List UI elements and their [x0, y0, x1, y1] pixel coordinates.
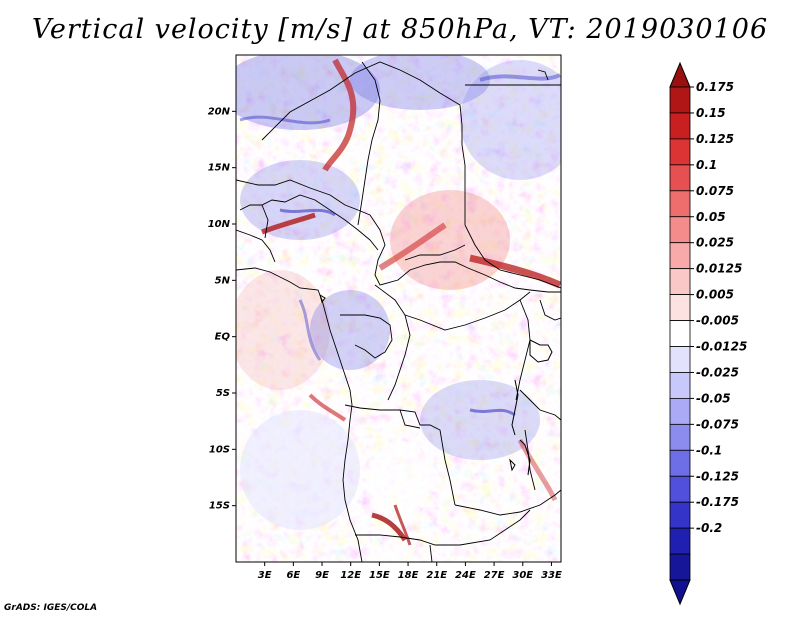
colorbar-swatch — [669, 475, 691, 503]
lon-tick-label: 30E — [512, 570, 533, 581]
lon-tick-label: 6E — [286, 570, 300, 581]
colorbar-level-label: 0.1 — [696, 158, 717, 172]
lon-tick-label: 27E — [484, 570, 505, 581]
colorbar-level-label: -0.2 — [696, 521, 722, 535]
lon-tick-label: 33E — [541, 570, 562, 581]
latitude-axis: 20N 15N 10N 5N EQ 5S 10S 15S — [208, 106, 236, 512]
lat-tick-label: EQ — [215, 332, 231, 343]
longitude-axis: 3E 6E 9E 12E 15E 18E 21E 24E 27E 30E 33E — [258, 562, 562, 581]
colorbar-level-label: 0.075 — [696, 184, 734, 198]
colorbar-top-arrow — [669, 61, 691, 88]
colorbar-swatch — [669, 372, 691, 399]
lat-tick-label: 20N — [208, 106, 231, 117]
lat-tick-label: 5N — [215, 275, 231, 286]
colorbar-level-label: -0.075 — [696, 417, 739, 431]
colorbar-swatch — [669, 86, 691, 114]
lon-tick-label: 21E — [426, 570, 447, 581]
lat-tick-label: 5S — [216, 388, 230, 399]
colorbar-swatch — [669, 320, 691, 347]
colorbar-swatch — [669, 294, 691, 321]
colorbar-swatch — [669, 346, 691, 373]
lat-tick-label: 10N — [208, 219, 231, 230]
colorbar-swatch — [669, 268, 691, 295]
colorbar-swatch — [669, 449, 691, 477]
colorbar-swatch — [669, 553, 691, 581]
colorbar-level-label: 0.005 — [696, 288, 734, 302]
colorbar-level-label: -0.025 — [696, 365, 739, 379]
lon-tick-label: 24E — [455, 570, 476, 581]
colorbar-bottom-arrow — [669, 579, 691, 606]
colorbar-swatch — [669, 397, 691, 425]
colorbar-swatch — [669, 501, 691, 529]
colorbar-level-label: 0.175 — [696, 80, 734, 94]
lon-tick-label: 3E — [258, 570, 272, 581]
colorbar-level-label: 0.025 — [696, 236, 734, 250]
colorbar-swatch — [669, 242, 691, 270]
colorbar-swatch — [669, 190, 691, 218]
colorbar-level-label: -0.1 — [696, 443, 722, 457]
map-frame — [235, 54, 562, 563]
colorbar-swatch — [669, 527, 691, 555]
lat-tick-label: 15N — [208, 163, 231, 174]
colorbar-level-label: -0.175 — [696, 495, 739, 509]
lon-tick-label: 15E — [369, 570, 390, 581]
lon-tick-label: 18E — [398, 570, 419, 581]
country-borders — [236, 61, 561, 562]
colorbar-swatch — [669, 423, 691, 451]
colorbar-level-label: -0.05 — [696, 391, 731, 405]
lat-tick-label: 10S — [209, 444, 230, 455]
chart-title: Vertical velocity [m/s] at 850hPa, VT: 2… — [31, 14, 769, 45]
lon-tick-label: 12E — [340, 570, 361, 581]
colorbar-level-label: 0.05 — [696, 210, 726, 224]
colorbar-swatch — [669, 112, 691, 140]
lat-tick-label: 15S — [209, 501, 230, 512]
grads-credit: GrADS: IGES/COLA — [4, 603, 98, 613]
colorbar-swatch — [669, 138, 691, 166]
lakes — [319, 293, 553, 476]
colorbar-swatch — [669, 216, 691, 244]
colorbar: 0.175 0.15 0.125 0.1 0.075 0.05 0.025 0.0125 0.0… — [669, 61, 747, 606]
colorbar-level-label: -0.0125 — [696, 340, 747, 354]
lon-tick-label: 9E — [315, 570, 329, 581]
colorbar-level-label: 0.15 — [696, 106, 726, 120]
colorbar-level-label: -0.005 — [696, 314, 739, 328]
colorbar-level-label: -0.125 — [696, 469, 739, 483]
vertical-velocity-field — [236, 55, 561, 562]
colorbar-swatch — [669, 164, 691, 192]
colorbar-level-label: 0.125 — [696, 132, 734, 146]
colorbar-level-label: 0.0125 — [696, 262, 742, 276]
